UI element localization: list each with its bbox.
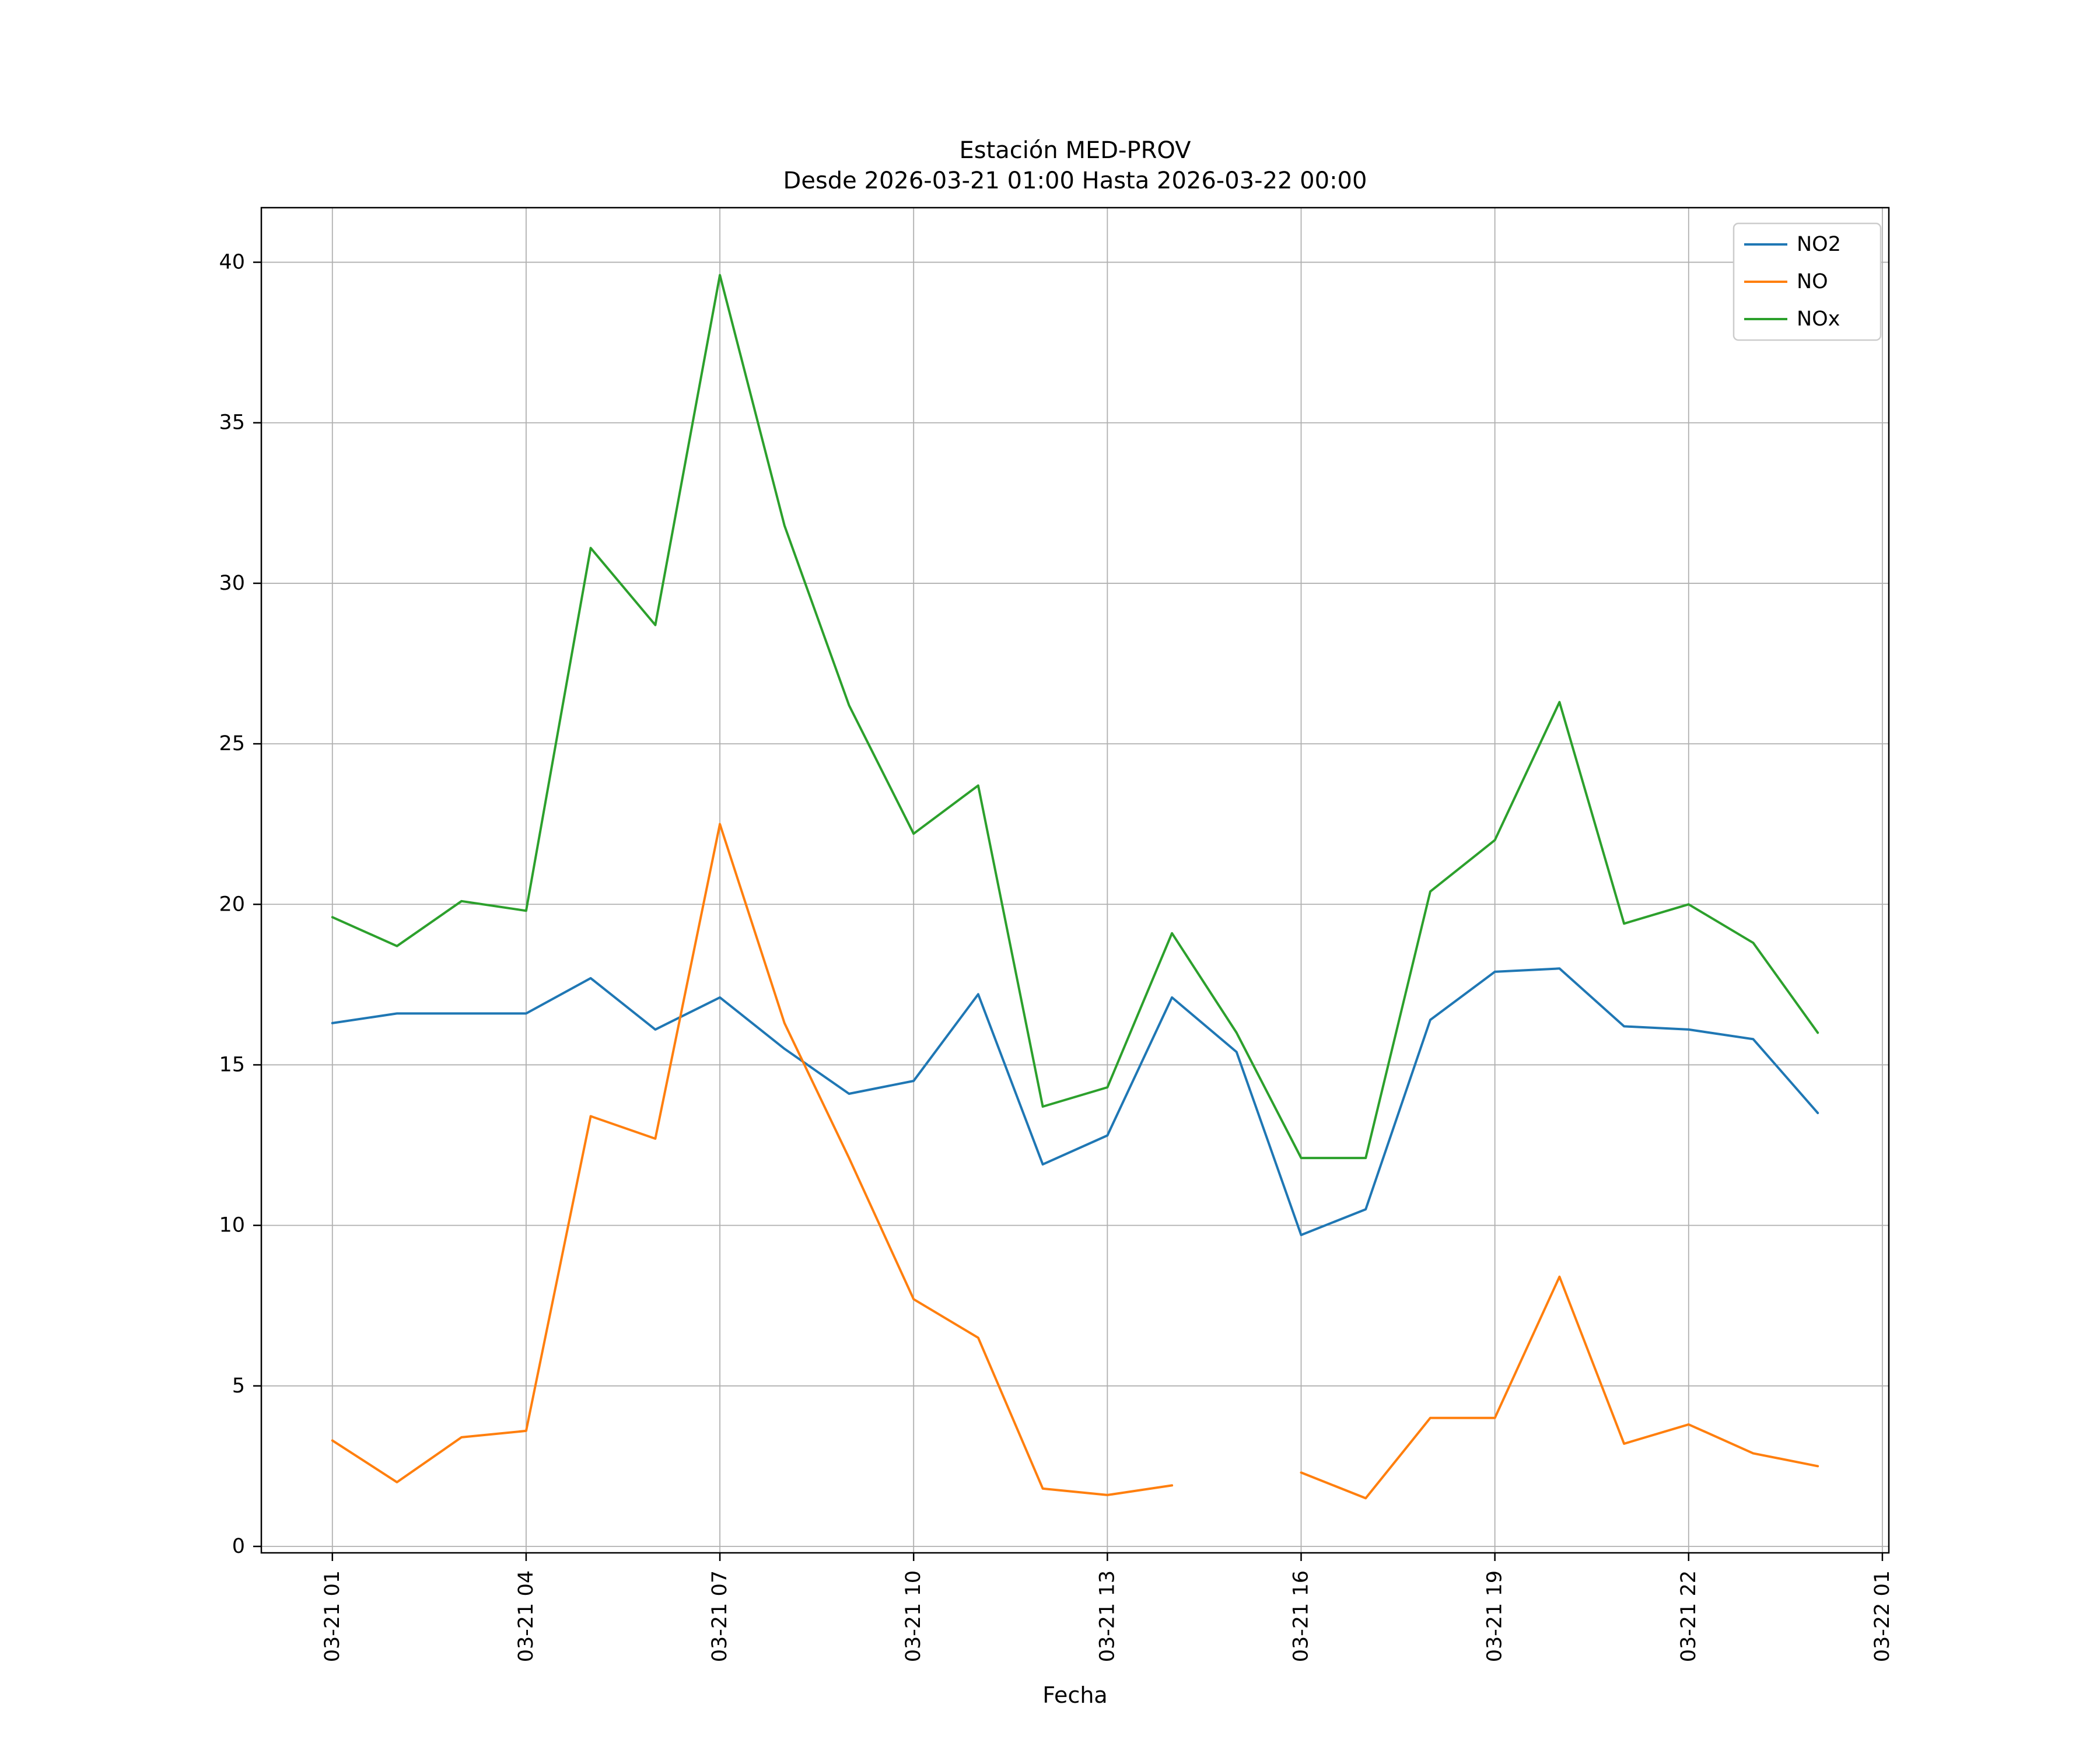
x-tick-label: 03-21 04 <box>514 1570 538 1662</box>
y-tick-label: 20 <box>219 892 245 916</box>
y-tick-label: 25 <box>219 732 245 755</box>
x-tick-label: 03-21 13 <box>1096 1570 1119 1662</box>
legend-label-NO2: NO2 <box>1797 233 1841 256</box>
series-line-NOx <box>331 274 1819 1160</box>
y-tick-label: 5 <box>232 1374 245 1398</box>
x-axis-label: Fecha <box>1042 1682 1108 1708</box>
x-tick-label: 03-21 10 <box>902 1570 925 1662</box>
legend-label-NO: NO <box>1797 270 1828 293</box>
y-tick-label: 30 <box>219 572 245 595</box>
legend-label-NOx: NOx <box>1797 307 1840 331</box>
y-tick-label: 15 <box>219 1053 245 1076</box>
y-tick-label: 35 <box>219 411 245 435</box>
y-tick-label: 0 <box>232 1535 245 1558</box>
chart-subtitle: Desde 2026-03-21 01:00 Hasta 2026-03-22 … <box>783 167 1367 194</box>
x-tick-label: 03-22 01 <box>1871 1570 1894 1662</box>
x-tick-label: 03-21 19 <box>1483 1570 1507 1662</box>
y-tick-label: 10 <box>219 1214 245 1237</box>
y-tick-label: 40 <box>219 251 245 274</box>
series-line-NO <box>331 822 1819 1500</box>
legend-box <box>1732 222 1882 341</box>
x-tick-label: 03-21 01 <box>321 1570 344 1662</box>
chart-title: Estación MED-PROV <box>959 137 1191 164</box>
x-tick-label: 03-21 07 <box>708 1570 732 1662</box>
series-line-NO2 <box>331 967 1819 1237</box>
x-tick-label: 03-21 16 <box>1290 1570 1313 1662</box>
x-tick-label: 03-21 22 <box>1677 1570 1700 1662</box>
plot-frame <box>260 206 1890 1554</box>
